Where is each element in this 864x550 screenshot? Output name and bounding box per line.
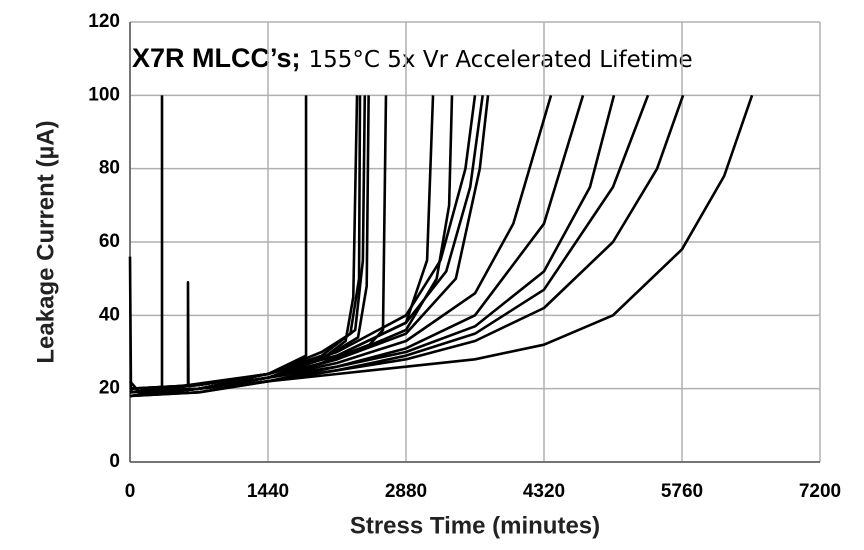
series-line (129, 95, 484, 394)
x-tick-label: 0 (125, 481, 136, 502)
y-tick-label: 100 (88, 84, 120, 105)
y-axis-label: Leakage Current (µA) (32, 120, 59, 363)
x-tick-label: 5760 (661, 481, 703, 502)
series-line (129, 94, 650, 394)
series-line (129, 95, 362, 394)
chart-title: X7R MLCC’s; 155°C 5x Vr Accelerated Lifet… (132, 43, 693, 73)
x-tick-label: 2880 (385, 481, 427, 502)
subtitle: 155°C 5x Vr Accelerated Lifetime (309, 47, 693, 73)
y-tick-label: 60 (99, 231, 120, 252)
y-tick-label: 0 (109, 451, 120, 472)
series-line (129, 94, 754, 398)
y-tick-label: 40 (99, 304, 120, 325)
x-axis-label: Stress Time (minutes) (350, 512, 600, 539)
y-tick-label: 80 (99, 158, 120, 179)
title: X7R MLCC’s; (132, 43, 301, 73)
x-tick-label: 1440 (247, 481, 289, 502)
x-tick-label: 7200 (799, 481, 841, 502)
series-line (129, 281, 269, 394)
x-tick-label: 4320 (523, 481, 565, 502)
y-tick-label: 120 (88, 11, 120, 32)
series-line (128, 95, 308, 394)
y-tick-label: 20 (99, 378, 120, 399)
series-line (129, 95, 164, 394)
